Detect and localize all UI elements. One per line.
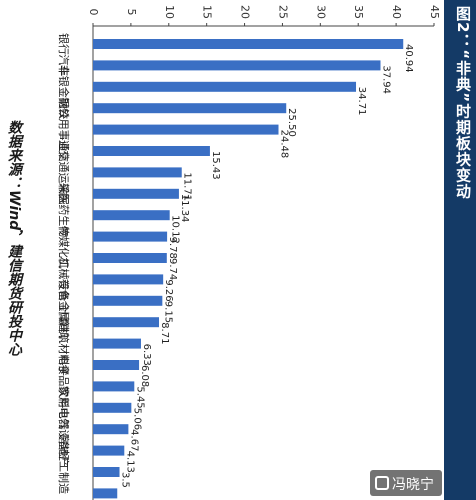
bar [93, 295, 163, 306]
data-label: 9.15 [162, 301, 173, 323]
value-tick-label: 40 [390, 5, 403, 19]
bar [93, 103, 287, 114]
bar [93, 124, 279, 135]
bar [93, 445, 125, 456]
category-label: 轻工制造 [57, 450, 71, 494]
value-tick-label: 10 [163, 5, 176, 19]
category-label: 交通运输 [57, 150, 71, 194]
data-label: 25.50 [286, 108, 297, 137]
watermark-text: 冯晓宁 [392, 477, 434, 493]
bar [93, 488, 118, 499]
watermark-icon [375, 476, 389, 490]
category-label: 食品饮料 [57, 364, 71, 408]
category-label: 汽车 [57, 54, 71, 76]
chart-title: 图2：“非典”时期板块变动 [454, 6, 472, 200]
label-layer: 银行 40.94 汽车 37.94 非银金融 34.71 钢铁 25.50 公用事业 24.48 通… [57, 33, 414, 494]
data-label: 11.34 [179, 194, 190, 223]
value-tick-label: 15 [201, 5, 214, 19]
data-label: 3.5 [120, 472, 131, 488]
data-label: 4.67 [128, 429, 139, 451]
value-tick-label: 5 [125, 9, 138, 16]
category-label: 电子 [57, 354, 70, 376]
category-label: 采掘 [57, 183, 71, 205]
bar [93, 360, 140, 370]
category-label: 银行 [57, 33, 71, 55]
data-label: 11.71 [182, 172, 193, 201]
bar [93, 253, 167, 263]
category-label: 电气设备 [57, 407, 71, 451]
value-tick-label: 20 [239, 5, 252, 19]
value-tick-label: 45 [428, 5, 441, 19]
category-label: 化工 [57, 247, 71, 269]
bar [93, 424, 129, 435]
data-label: 5.06 [131, 408, 142, 430]
category-label: 建筑材料 [57, 322, 71, 366]
data-label: 9.78 [167, 237, 178, 259]
data-label: 6.08 [139, 365, 150, 387]
bar [93, 146, 210, 156]
category-label: 公用事业 [57, 108, 70, 152]
bar [93, 188, 179, 199]
data-label: 6.33 [141, 344, 152, 366]
category-label: 有色金属 [57, 279, 71, 323]
category-label: 非银金融 [57, 65, 71, 109]
data-label: 10.12 [170, 215, 181, 244]
bar [93, 274, 164, 285]
bar [93, 210, 170, 221]
bar-layer [93, 39, 404, 499]
data-label: 40.94 [403, 44, 414, 73]
bar [93, 39, 404, 49]
bar [93, 167, 182, 178]
category-label: 医药生物 [57, 193, 71, 237]
data-label: 37.94 [381, 65, 392, 94]
category-label: 传媒 [57, 226, 70, 248]
value-tick-label: 35 [352, 5, 365, 19]
value-tick-label: 0 [87, 9, 100, 16]
bar [93, 81, 357, 92]
bar [93, 60, 381, 71]
bar [93, 317, 160, 328]
title-bar [444, 0, 476, 500]
data-label: 9.26 [163, 279, 174, 301]
bar [93, 231, 168, 242]
category-label: 机械设备 [57, 257, 71, 301]
source-note: 数据来源：Wind，建信期货研投中心 [6, 120, 22, 357]
data-label: 34.71 [356, 87, 367, 116]
bar [93, 338, 141, 349]
category-label: 房地产 [57, 434, 71, 467]
category-label: 通信 [57, 140, 70, 162]
data-label: 4.13 [124, 451, 135, 473]
watermark-background [370, 470, 442, 496]
category-label: 家用电器 [57, 386, 71, 430]
data-label: 24.48 [279, 130, 290, 159]
value-tick-label: 30 [314, 5, 327, 19]
bar [93, 402, 132, 413]
bar [93, 467, 120, 477]
category-label: 计算机 [57, 306, 71, 339]
data-label: 9.74 [167, 258, 178, 280]
data-label: 5.45 [134, 386, 145, 408]
value-tick-label: 25 [276, 5, 289, 19]
bar [93, 381, 135, 392]
data-label: 15.43 [210, 151, 221, 180]
category-label: 钢铁 [57, 97, 70, 119]
data-label: 8.71 [159, 322, 170, 344]
